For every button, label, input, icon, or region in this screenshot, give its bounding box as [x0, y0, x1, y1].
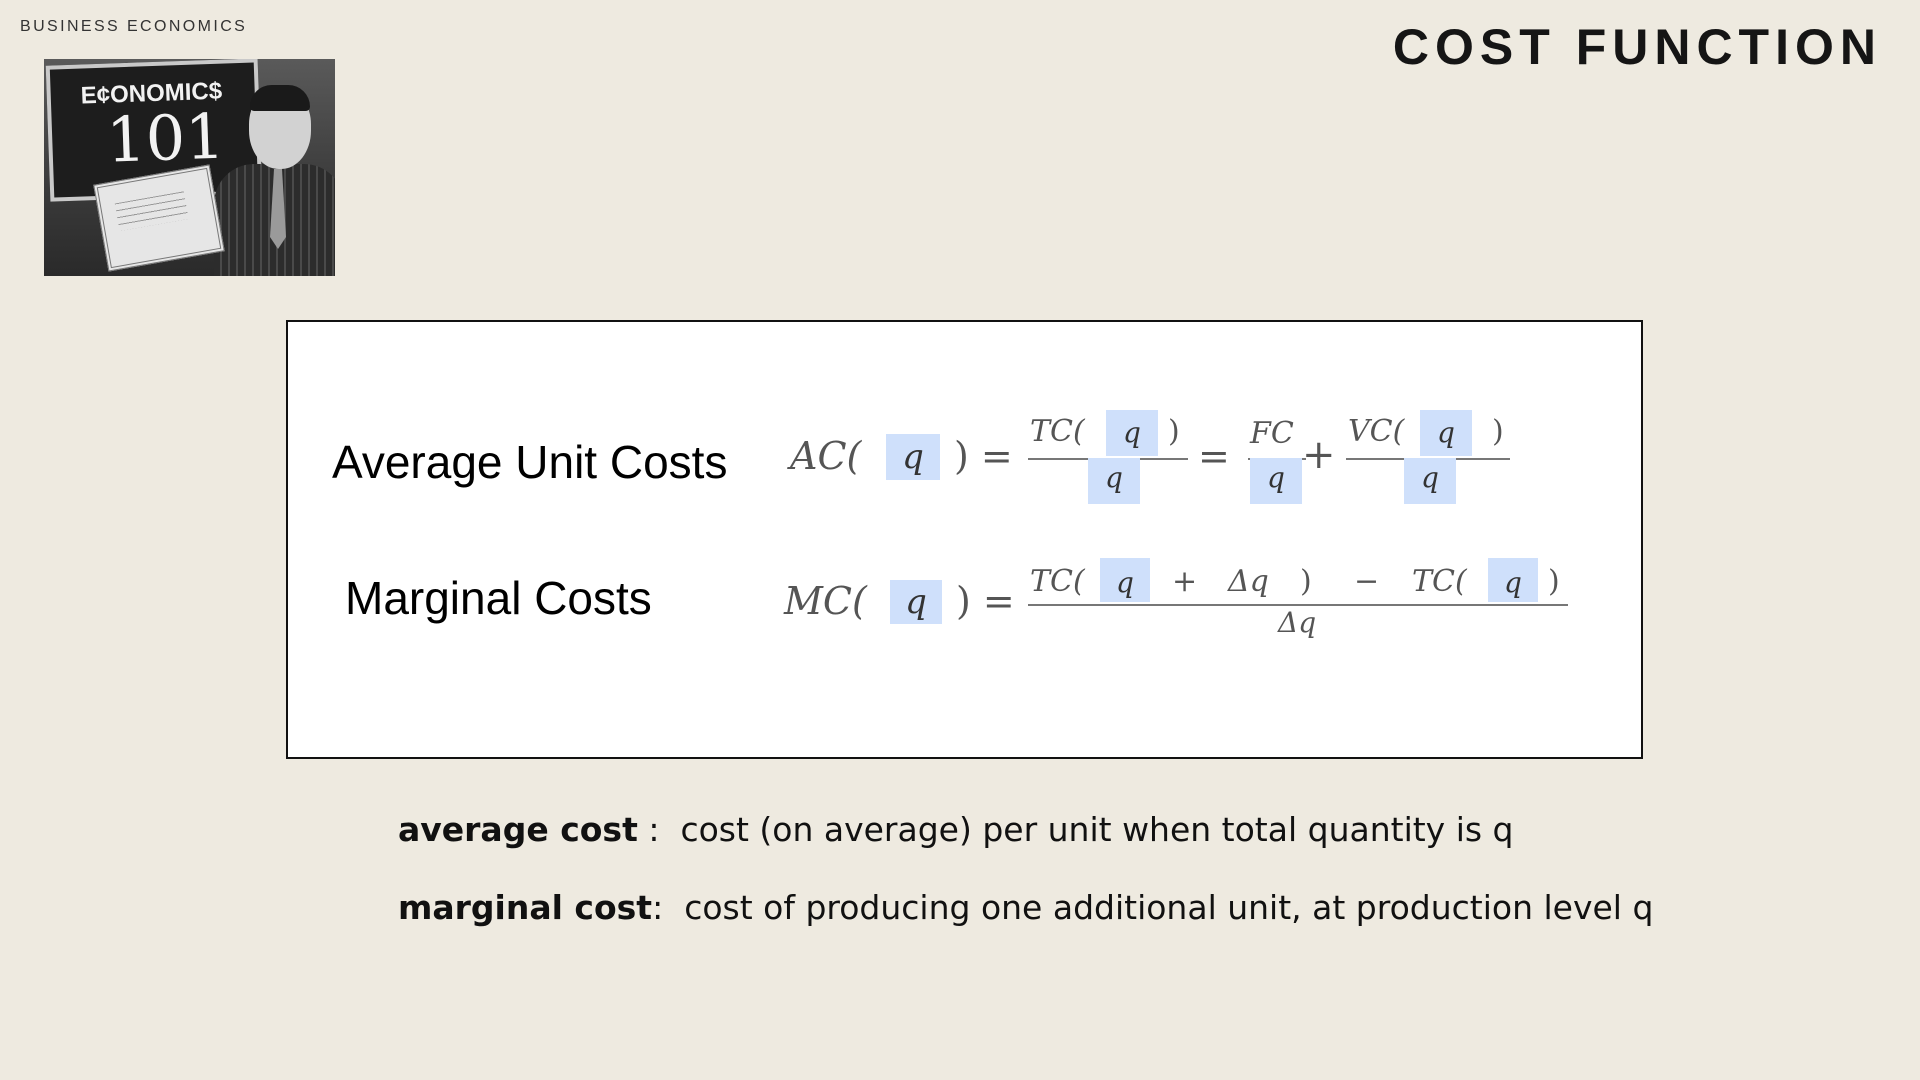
slide-title: COST FUNCTION — [1392, 19, 1882, 75]
delta-q-denominator: Δq — [1278, 606, 1317, 639]
marginal-minus: − — [1354, 564, 1380, 599]
ac-q-highlight: q — [886, 434, 940, 480]
mc-close-equals: ) = — [956, 579, 1015, 623]
certificate — [93, 164, 225, 272]
tc-numerator: TC( — [1030, 414, 1085, 449]
plus-sign: + — [1302, 432, 1336, 478]
definition-text: cost of producing one additional unit, a… — [684, 888, 1654, 927]
equals-sign: = — [1198, 434, 1230, 478]
mc-q-highlight: q — [890, 580, 942, 624]
average-unit-costs-label: Average Unit Costs — [332, 436, 728, 488]
marginal-fraction: TC( q + Δq ) − TC( q ) Δq — [1028, 558, 1568, 639]
vc-q-highlight: q — [1420, 410, 1472, 456]
economics-101-photo: E¢ONOMIC$ 101 — [44, 59, 335, 276]
tc2-numerator: TC( — [1412, 564, 1467, 599]
delta-q-numerator: Δq — [1228, 564, 1269, 599]
formula-box: Average Unit Costs Marginal Costs AC( q … — [286, 320, 1643, 759]
tc-close-paren: ) — [1168, 414, 1180, 449]
definition-term: marginal cost — [398, 888, 653, 927]
fc-numerator: FC — [1250, 416, 1294, 451]
ac-function: AC( — [790, 434, 862, 478]
mc-function: MC( — [784, 579, 867, 623]
vc-close-paren: ) — [1492, 414, 1504, 449]
tc1-close-paren: ) — [1300, 564, 1312, 599]
tc-q-highlight: q — [1106, 410, 1158, 456]
marginal-costs-label: Marginal Costs — [345, 572, 652, 624]
marginal-cost-definition: marginal cost: cost of producing one add… — [398, 888, 1653, 927]
fc-denominator-q: q — [1250, 458, 1302, 504]
sign-text-101: 101 — [105, 99, 226, 177]
average-cost-definition: average cost : cost (on average) per uni… — [398, 810, 1514, 849]
person-hair — [250, 85, 310, 111]
tc-denominator-q: q — [1088, 458, 1140, 504]
course-label: BUSINESS ECONOMICS — [20, 18, 248, 35]
tc1-q-highlight: q — [1100, 558, 1150, 602]
vc-numerator: VC( — [1348, 414, 1405, 449]
person-tie — [270, 169, 286, 249]
definition-separator: : — [652, 888, 685, 927]
tc2-q-highlight: q — [1488, 558, 1538, 602]
vc-denominator-q: q — [1404, 458, 1456, 504]
tc2-close-paren: ) — [1548, 564, 1560, 599]
vc-over-q-fraction: VC( q ) q — [1346, 410, 1510, 504]
tc1-numerator: TC( — [1030, 564, 1085, 599]
tc-over-q-fraction: TC( q ) q — [1028, 410, 1188, 504]
fc-over-q-fraction: FC q — [1248, 414, 1306, 504]
definition-term: average cost — [398, 810, 638, 849]
marginal-plus: + — [1172, 564, 1198, 599]
definition-text: cost (on average) per unit when total qu… — [680, 810, 1514, 849]
fraction-bar — [1028, 604, 1568, 606]
definition-separator: : — [637, 810, 681, 849]
ac-close-equals: ) = — [954, 434, 1013, 478]
